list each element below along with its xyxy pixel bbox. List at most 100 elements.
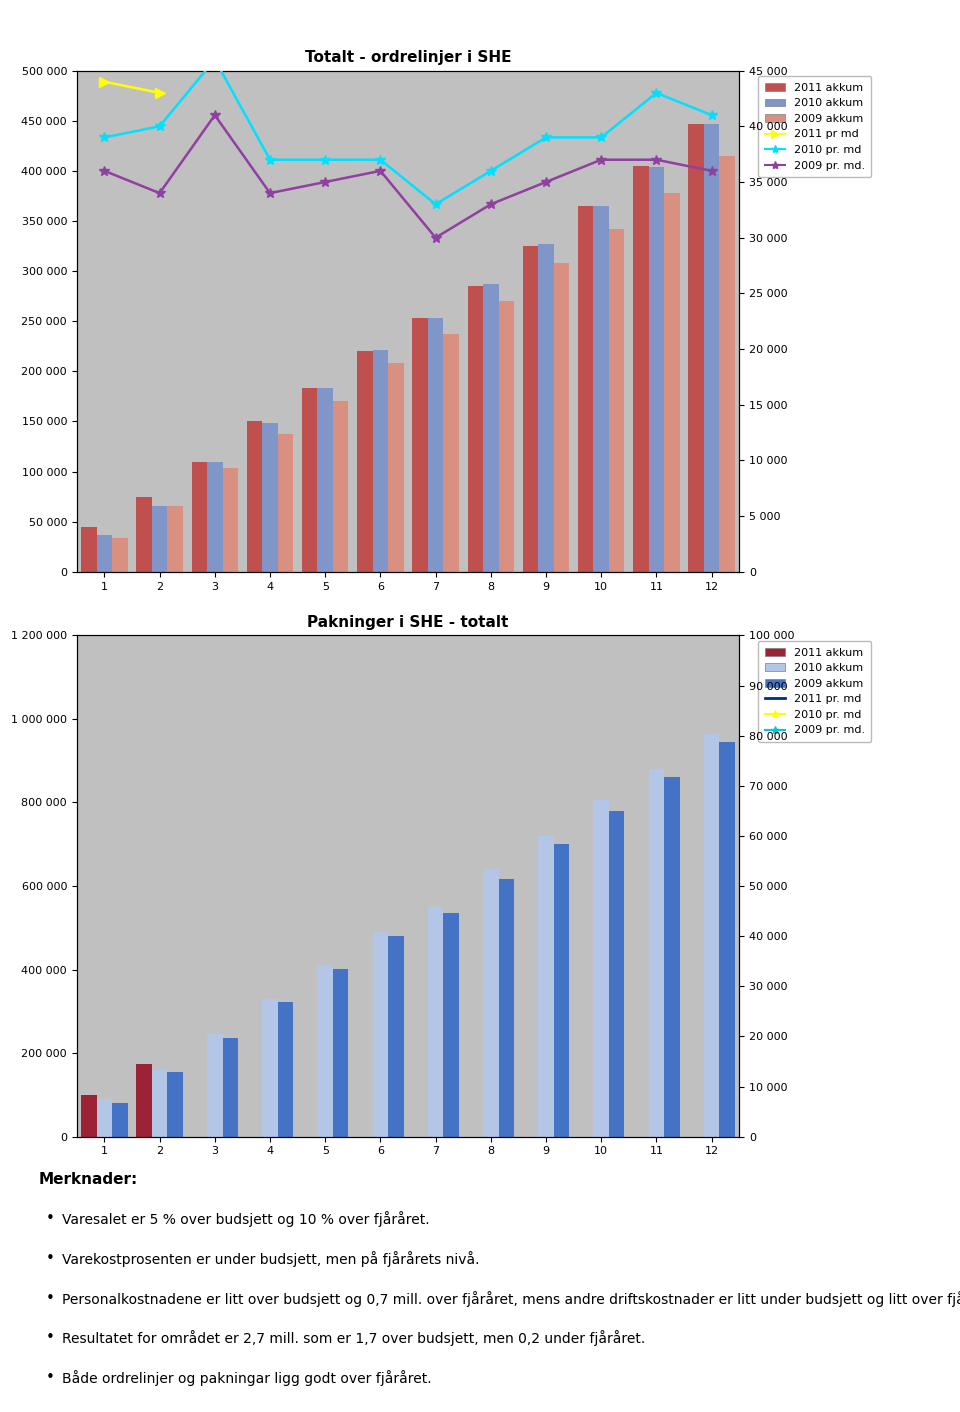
Bar xyxy=(333,401,348,572)
Bar xyxy=(593,206,609,572)
Bar xyxy=(523,246,539,572)
Bar xyxy=(388,363,403,572)
Bar xyxy=(302,388,318,572)
Bar xyxy=(136,497,152,572)
Bar xyxy=(634,165,649,572)
Bar xyxy=(483,870,498,1137)
Title: Totalt - ordrelinjer i SHE: Totalt - ordrelinjer i SHE xyxy=(304,51,512,65)
Bar xyxy=(649,167,664,572)
2010 pr. md xyxy=(320,151,331,168)
2009 pr. md. xyxy=(320,174,331,191)
Bar xyxy=(112,538,128,572)
Text: Resultatet for området er 2,7 mill. som er 1,7 over budsjett, men 0,2 under fjår: Resultatet for området er 2,7 mill. som … xyxy=(62,1330,646,1346)
2010 pr. md xyxy=(430,196,442,213)
2009 pr. md. xyxy=(706,162,717,179)
Text: Personalkostnadene er litt over budsjett og 0,7 mill. over fjåråret, mens andre : Personalkostnadene er litt over budsjett… xyxy=(62,1291,960,1306)
2010 pr. md xyxy=(209,51,221,68)
Bar xyxy=(483,284,498,572)
2010 pr. md xyxy=(374,151,386,168)
2009 pr. md. xyxy=(154,185,165,202)
2010 pr. md xyxy=(264,151,276,168)
Bar xyxy=(223,1038,238,1137)
2010 pr. md xyxy=(99,128,110,145)
Line: 2010 pr. md: 2010 pr. md xyxy=(100,55,716,209)
Bar xyxy=(444,914,459,1137)
Bar xyxy=(247,421,262,572)
Text: •: • xyxy=(46,1251,55,1267)
Text: •: • xyxy=(46,1211,55,1227)
Bar xyxy=(578,206,593,572)
Bar xyxy=(223,467,238,572)
Bar xyxy=(444,335,459,572)
Line: 2011 pr md: 2011 pr md xyxy=(100,76,164,97)
Bar xyxy=(704,734,719,1137)
Bar xyxy=(152,1070,167,1137)
Text: Merknader:: Merknader: xyxy=(38,1172,137,1187)
Bar xyxy=(372,350,388,572)
Bar xyxy=(152,505,167,572)
2009 pr. md. xyxy=(540,174,552,191)
2010 pr. md xyxy=(540,128,552,145)
2009 pr. md. xyxy=(430,229,442,246)
Bar xyxy=(262,424,277,572)
2010 pr. md xyxy=(154,117,165,134)
Bar xyxy=(318,966,333,1137)
2010 pr. md xyxy=(706,107,717,124)
2009 pr. md. xyxy=(264,185,276,202)
Bar xyxy=(498,878,514,1137)
Bar xyxy=(554,263,569,572)
Text: •: • xyxy=(46,1330,55,1346)
Bar xyxy=(554,844,569,1137)
Bar xyxy=(97,535,112,572)
Bar xyxy=(82,527,97,572)
2009 pr. md. xyxy=(374,162,386,179)
Bar xyxy=(333,969,348,1137)
Bar xyxy=(539,244,554,572)
Text: Både ordrelinjer og pakningar ligg godt over fjåråret.: Både ordrelinjer og pakningar ligg godt … xyxy=(62,1370,432,1385)
Legend: 2011 akkum, 2010 akkum, 2009 akkum, 2011 pr. md, 2010 pr. md, 2009 pr. md.: 2011 akkum, 2010 akkum, 2009 akkum, 2011… xyxy=(758,641,872,743)
Bar xyxy=(664,193,680,572)
Bar xyxy=(167,1072,182,1137)
Bar xyxy=(539,836,554,1137)
Bar xyxy=(277,1001,293,1137)
Bar xyxy=(136,1063,152,1137)
Bar xyxy=(97,1099,112,1137)
2009 pr. md. xyxy=(595,151,607,168)
2009 pr. md. xyxy=(651,151,662,168)
Bar xyxy=(413,318,428,572)
Bar xyxy=(609,229,624,572)
Bar xyxy=(719,741,734,1137)
2011 pr md xyxy=(99,73,110,90)
Text: •: • xyxy=(46,1370,55,1385)
2009 pr. md. xyxy=(209,107,221,124)
Bar xyxy=(704,124,719,572)
Title: Pakninger i SHE - totalt: Pakninger i SHE - totalt xyxy=(307,616,509,630)
Bar xyxy=(357,352,372,572)
Bar xyxy=(428,907,444,1137)
2010 pr. md xyxy=(595,128,607,145)
2010 pr. md xyxy=(651,85,662,102)
Bar xyxy=(207,1035,223,1137)
Text: Varekostprosenten er under budsjett, men på fjårårets nivå.: Varekostprosenten er under budsjett, men… xyxy=(62,1251,480,1267)
2009 pr. md. xyxy=(99,162,110,179)
Bar xyxy=(112,1103,128,1137)
Bar xyxy=(277,433,293,572)
Text: •: • xyxy=(46,1291,55,1306)
Bar xyxy=(498,301,514,572)
Line: 2009 pr. md.: 2009 pr. md. xyxy=(100,110,716,243)
Bar xyxy=(649,770,664,1137)
Bar xyxy=(82,1094,97,1137)
2009 pr. md. xyxy=(485,196,496,213)
Bar xyxy=(207,462,223,572)
2010 pr. md xyxy=(485,162,496,179)
Text: Varesalet er 5 % over budsjett og 10 % over fjåråret.: Varesalet er 5 % over budsjett og 10 % o… xyxy=(62,1211,430,1227)
Bar xyxy=(719,155,734,572)
Bar xyxy=(688,124,704,572)
Bar xyxy=(192,462,207,572)
Bar xyxy=(609,810,624,1137)
Bar xyxy=(664,778,680,1137)
Bar xyxy=(262,998,277,1137)
Bar xyxy=(167,505,182,572)
2011 pr md xyxy=(154,85,165,102)
Bar xyxy=(593,801,609,1137)
